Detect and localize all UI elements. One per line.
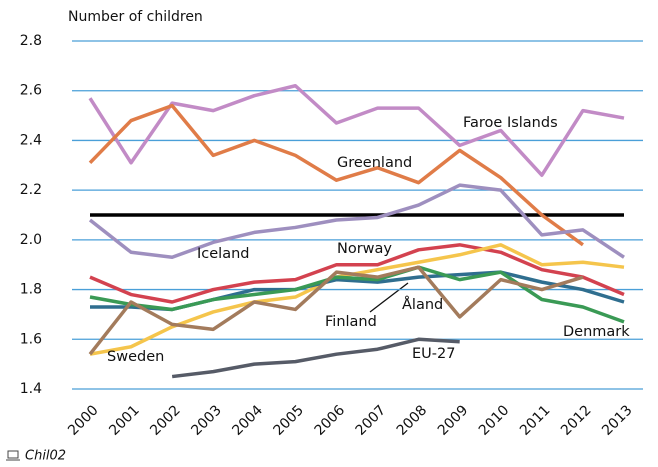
x-tick-label: 2006 (312, 402, 349, 439)
x-tick-label: 2003 (188, 402, 225, 439)
x-tick-label: 2001 (106, 402, 143, 439)
y-tick-label: 2.8 (20, 33, 42, 49)
footer-icon (7, 450, 19, 459)
x-tick-label: 2013 (599, 402, 636, 439)
leader-line (369, 282, 409, 313)
x-tick-label: 2011 (517, 402, 554, 439)
y-tick-label: 1.4 (20, 381, 42, 397)
series-label: Faroe Islands (463, 115, 558, 131)
series-line (88, 83, 625, 177)
series-label: Iceland (197, 246, 249, 262)
series-label: Sweden (107, 349, 164, 365)
series-label: Greenland (337, 155, 412, 171)
y-tick-label: 1.6 (20, 331, 42, 347)
x-tick-label: 2002 (147, 402, 184, 439)
y-tick-label: 2.0 (20, 232, 42, 248)
series-line (88, 103, 584, 247)
x-tick-label: 2010 (476, 402, 513, 439)
x-tick-label: 2004 (229, 402, 266, 439)
x-tick-label: 2007 (353, 402, 390, 439)
series-line (88, 265, 584, 356)
series-label: EU-27 (412, 346, 455, 362)
x-tick-label: 2000 (65, 402, 102, 439)
series-line (88, 183, 625, 260)
y-axis-label: Number of children (68, 9, 203, 25)
x-tick-label: 2009 (435, 402, 472, 439)
y-tick-label: 2.6 (20, 83, 42, 99)
series-line (89, 243, 625, 304)
y-tick-label: 2.2 (20, 182, 42, 198)
series-line (171, 337, 460, 379)
y-tick-label: 2.4 (20, 132, 42, 148)
series-label: Denmark (563, 324, 630, 340)
x-tick-label: 2008 (394, 402, 431, 439)
series-label: Åland (402, 296, 443, 313)
footer: Chil02 (25, 449, 66, 464)
series-line (89, 265, 625, 324)
series-label: Norway (337, 241, 392, 257)
series-label: Finland (325, 314, 377, 330)
x-tick-label: 2005 (271, 402, 308, 439)
y-tick-label: 1.8 (20, 282, 42, 298)
x-tick-label: 2012 (558, 402, 595, 439)
